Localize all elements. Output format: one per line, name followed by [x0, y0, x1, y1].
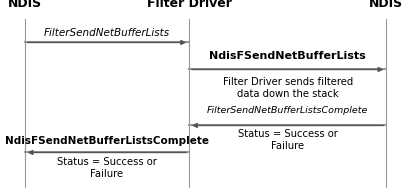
Text: NDIS: NDIS: [369, 0, 404, 10]
Text: FilterSendNetBufferListsComplete: FilterSendNetBufferListsComplete: [207, 106, 368, 115]
Text: Status = Success or
Failure: Status = Success or Failure: [57, 157, 157, 179]
Text: NDIS: NDIS: [7, 0, 42, 10]
Text: Filter Driver: Filter Driver: [147, 0, 231, 10]
Text: NdisFSendNetBufferLists: NdisFSendNetBufferLists: [209, 51, 366, 61]
Text: NdisFSendNetBufferListsComplete: NdisFSendNetBufferListsComplete: [5, 136, 209, 146]
Text: Status = Success or
Failure: Status = Success or Failure: [238, 129, 338, 151]
Text: Filter Driver sends filtered
data down the stack: Filter Driver sends filtered data down t…: [223, 77, 353, 99]
Text: FilterSendNetBufferLists: FilterSendNetBufferLists: [44, 28, 170, 38]
